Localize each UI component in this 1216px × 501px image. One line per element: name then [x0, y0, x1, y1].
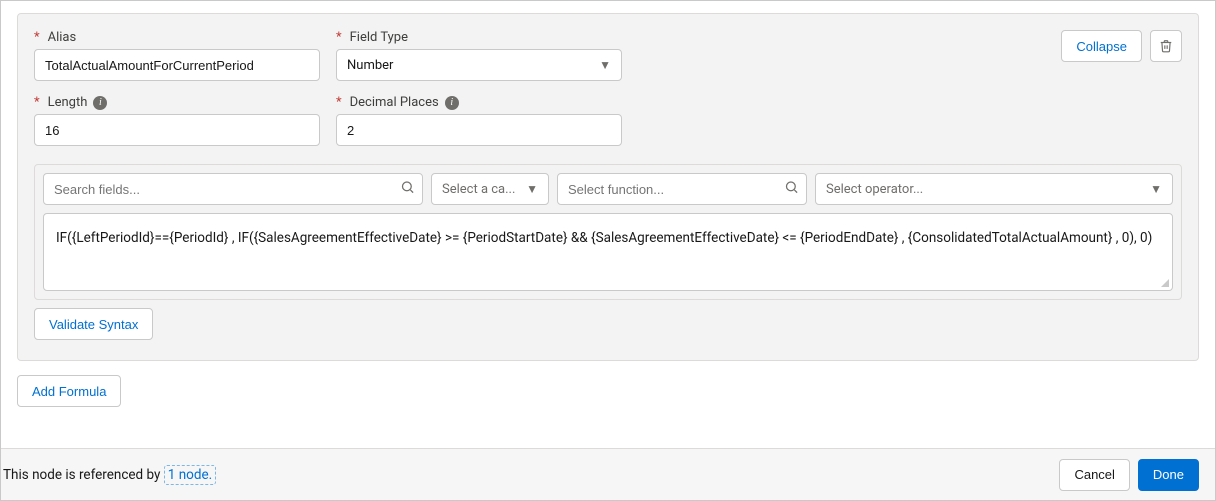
trash-icon [1159, 39, 1173, 53]
helper-row: Select a ca... ▼ Select operator... ▼ [35, 165, 1181, 213]
operator-select[interactable]: Select operator... ▼ [815, 173, 1173, 205]
required-marker: * [336, 30, 342, 45]
footer-bar: This node is referenced by 1 node. Cance… [1, 448, 1215, 500]
row-length-decimal: * Length i * Decimal Places i [34, 95, 1182, 146]
required-marker: * [336, 95, 342, 110]
reference-text: This node is referenced by 1 node. [1, 467, 216, 483]
search-fields-input[interactable] [43, 173, 423, 205]
reference-link[interactable]: 1 node. [164, 465, 216, 485]
operator-placeholder: Select operator... [826, 182, 923, 197]
chevron-down-icon: ▼ [599, 58, 611, 72]
decimal-field: * Decimal Places i [336, 95, 622, 146]
alias-field: * Alias [34, 30, 320, 81]
formula-textarea[interactable]: IF({LeftPeriodId}=={PeriodId} , IF({Sale… [43, 213, 1173, 291]
length-label: * Length i [34, 95, 320, 110]
length-label-text: Length [48, 95, 88, 110]
field-type-label-text: Field Type [350, 30, 408, 45]
info-icon[interactable]: i [445, 96, 459, 110]
category-select[interactable]: Select a ca... ▼ [431, 173, 549, 205]
add-formula-button[interactable]: Add Formula [17, 375, 121, 407]
reference-prefix: This node is referenced by [3, 467, 164, 483]
validate-wrap: Validate Syntax [34, 300, 1182, 340]
footer-actions: Cancel Done [1059, 459, 1199, 491]
length-field: * Length i [34, 95, 320, 146]
formula-helper-panel: Select a ca... ▼ Select operator... ▼ IF… [34, 164, 1182, 300]
alias-label: * Alias [34, 30, 320, 45]
formula-form-panel: * Alias * Field Type Number ▼ Collapse [17, 13, 1199, 361]
validate-syntax-button[interactable]: Validate Syntax [34, 308, 153, 340]
field-type-field: * Field Type Number ▼ [336, 30, 622, 81]
chevron-down-icon: ▼ [526, 182, 538, 196]
top-right-actions: Collapse [1061, 30, 1182, 62]
search-icon [784, 180, 799, 199]
collapse-button[interactable]: Collapse [1061, 30, 1142, 62]
field-type-value: Number [347, 58, 393, 73]
search-fields-wrap [43, 173, 423, 205]
decimal-label: * Decimal Places i [336, 95, 622, 110]
decimal-input[interactable] [336, 114, 622, 146]
decimal-label-text: Decimal Places [350, 95, 439, 110]
field-type-label: * Field Type [336, 30, 622, 45]
formula-text: IF({LeftPeriodId}=={PeriodId} , IF({Sale… [56, 230, 1152, 246]
info-icon[interactable]: i [93, 96, 107, 110]
alias-input[interactable] [34, 49, 320, 81]
resize-handle[interactable] [1160, 278, 1170, 288]
function-search-wrap [557, 173, 807, 205]
cancel-button[interactable]: Cancel [1059, 459, 1129, 491]
field-type-select[interactable]: Number ▼ [336, 49, 622, 81]
delete-button[interactable] [1150, 30, 1182, 62]
add-formula-wrap: Add Formula [1, 361, 1215, 425]
required-marker: * [34, 95, 40, 110]
row-alias-type: * Alias * Field Type Number ▼ Collapse [34, 30, 1182, 81]
done-button[interactable]: Done [1138, 459, 1199, 491]
category-placeholder: Select a ca... [442, 182, 515, 197]
length-input[interactable] [34, 114, 320, 146]
dialog-container: * Alias * Field Type Number ▼ Collapse [0, 0, 1216, 501]
alias-label-text: Alias [48, 30, 77, 45]
search-icon [400, 180, 415, 199]
function-search-input[interactable] [557, 173, 807, 205]
required-marker: * [34, 30, 40, 45]
chevron-down-icon: ▼ [1150, 182, 1162, 196]
